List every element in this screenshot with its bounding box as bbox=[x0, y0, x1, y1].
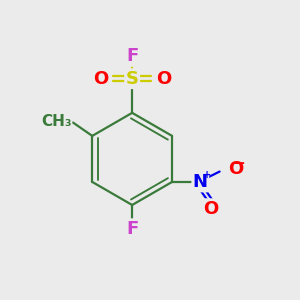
Text: N: N bbox=[193, 173, 208, 191]
Text: S: S bbox=[126, 70, 139, 88]
Text: F: F bbox=[126, 47, 138, 65]
Text: O: O bbox=[93, 70, 108, 88]
Text: F: F bbox=[126, 220, 138, 238]
Text: O: O bbox=[203, 200, 218, 218]
Text: CH₃: CH₃ bbox=[41, 114, 71, 129]
Text: O: O bbox=[229, 160, 244, 178]
Text: +: + bbox=[203, 170, 211, 180]
Text: O: O bbox=[156, 70, 172, 88]
Text: −: − bbox=[232, 156, 245, 171]
